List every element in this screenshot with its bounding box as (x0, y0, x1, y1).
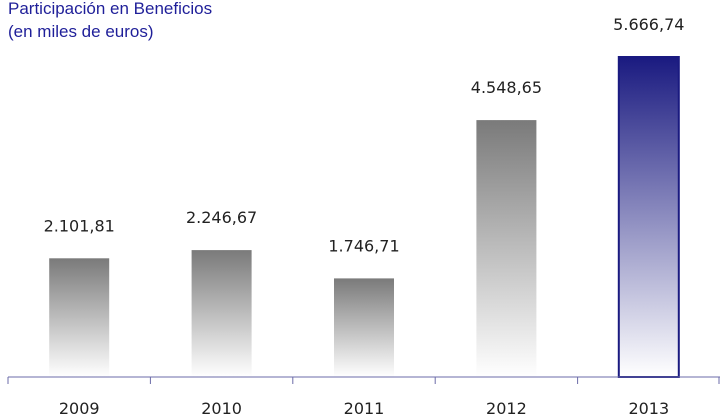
tick-label-2010: 2010 (201, 399, 242, 417)
tick-label-2012: 2012 (486, 399, 527, 417)
bars-group (49, 56, 680, 378)
bar-2012 (476, 120, 537, 377)
bar-2010 (191, 250, 252, 377)
tick-label-2011: 2011 (344, 399, 385, 417)
x-axis-ticks (7, 377, 720, 384)
data-labels-group: 2.101,81 2.246,67 1.746,71 4.548,65 5.666,74 (44, 15, 685, 255)
bar-2011 (334, 278, 394, 377)
tick-label-2009: 2009 (59, 399, 100, 417)
data-label-2013: 5.666,74 (613, 15, 684, 34)
data-label-2012: 4.548,65 (471, 78, 542, 97)
data-label-2010: 2.246,67 (186, 208, 257, 227)
x-axis-tick-labels: 2009 2010 2011 2012 2013 (59, 399, 669, 417)
data-label-2009: 2.101,81 (44, 216, 115, 235)
bar-2013 (617, 56, 680, 378)
tick-label-2013: 2013 (628, 399, 669, 417)
bar-2009 (49, 258, 110, 377)
chart-title: Participación en Beneficios (8, 0, 212, 18)
chart-subtitle: (en miles de euros) (8, 22, 154, 41)
data-label-2011: 1.746,71 (328, 236, 399, 255)
